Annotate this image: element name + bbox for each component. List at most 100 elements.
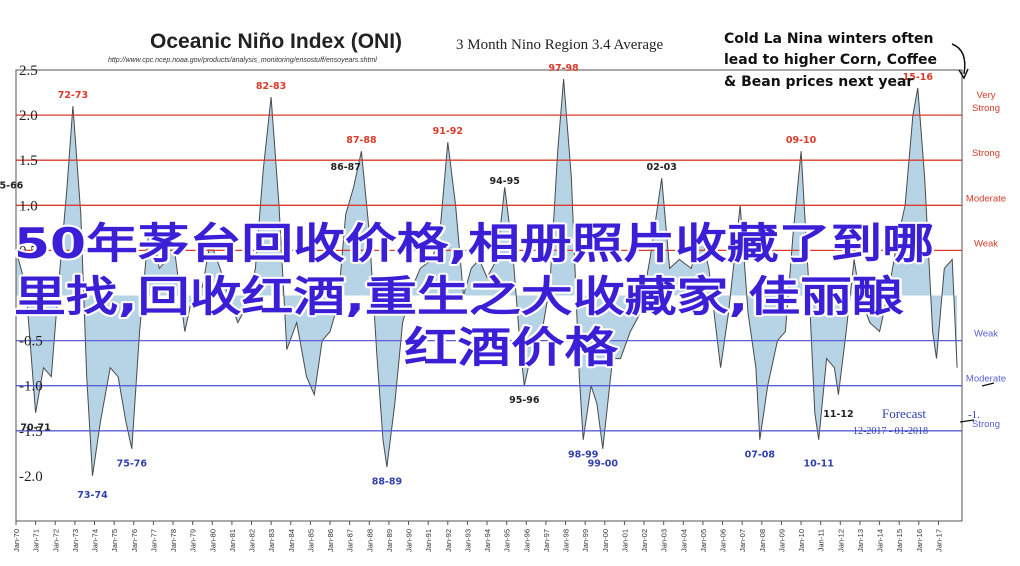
x-tick-label: Jan-76 (130, 529, 139, 552)
x-axis-ticks: Jan-70 Jan-71 Jan-72 Jan-73 Jan-74 Jan-75 Jan-… (12, 521, 943, 552)
x-tick-label: Jan-17 (934, 529, 943, 552)
x-tick-label: Jan-86 (326, 529, 335, 552)
threshold-label: Weak (974, 329, 998, 340)
el-nino-label: 86-87 (331, 162, 361, 173)
x-tick-label: Jan-85 (306, 529, 315, 552)
x-tick-label: Jan-78 (169, 529, 178, 552)
la-nina-label: 88-89 (372, 476, 402, 487)
la-nina-label: 73-74 (77, 490, 108, 501)
la-nina-label: 07-08 (745, 449, 776, 460)
source-url: http://www.cpc.ncep.noaa.gov/products/an… (108, 57, 377, 64)
forecast-annotation: Forecast 12-2017 - 01-2018 -1. (853, 382, 995, 437)
x-tick-label: Jan-94 (483, 529, 492, 552)
x-tick-label: Jan-81 (228, 529, 237, 552)
x-tick-label: Jan-88 (365, 529, 374, 552)
y-tick-label: -0.5 (19, 334, 43, 350)
x-tick-label: Jan-04 (679, 529, 688, 552)
y-tick-label: 1.0 (19, 198, 38, 214)
x-tick-label: Jan-70 (12, 529, 21, 552)
x-tick-label: Jan-00 (601, 529, 610, 552)
chart-subtitle: 3 Month Nino Region 3.4 Average (456, 37, 664, 53)
x-tick-label: Jan-91 (424, 529, 433, 552)
x-tick-label: Jan-96 (522, 529, 531, 552)
el-nino-label: 91-92 (433, 126, 463, 137)
x-tick-label: Jan-12 (836, 529, 845, 552)
forecast-range: 12-2017 - 01-2018 (853, 426, 928, 437)
y-tick-label: 0.5 (19, 243, 38, 259)
x-tick-label: Jan-16 (915, 529, 924, 552)
x-tick-label: Jan-95 (503, 529, 512, 552)
overlay-line-1: 50年茅台回收价格,相册照片收藏了到哪 (14, 219, 934, 268)
x-tick-label: Jan-06 (719, 529, 728, 552)
x-tick-label: Jan-93 (463, 529, 472, 552)
oni-area-layer (15, 78, 958, 476)
top-right-annotation: Cold La Nina winters often lead to highe… (724, 31, 969, 90)
la-nina-label: 70-71 (20, 422, 50, 433)
threshold-label: Strong (972, 148, 1000, 159)
plot-frame (15, 69, 963, 522)
x-tick-label: Jan-97 (542, 529, 551, 552)
x-tick-label: Jan-08 (758, 529, 767, 552)
overlay-line-3: 红酒价格 (404, 323, 619, 372)
el-nino-label: 87-88 (346, 135, 377, 146)
x-tick-label: Jan-89 (385, 529, 394, 552)
x-tick-label: Jan-05 (699, 529, 708, 552)
annotation-line-2: lead to higher Corn, Coffee (724, 52, 937, 68)
x-tick-label: Jan-77 (149, 529, 158, 552)
annotation-line-3: & Bean prices next year (724, 74, 913, 90)
threshold-label: Moderate (966, 193, 1006, 204)
x-tick-label: Jan-80 (208, 529, 217, 552)
x-tick-label: Jan-14 (876, 529, 885, 552)
threshold-lines: Very Strong Strong Moderate Weak Weak Moderate… (16, 90, 1006, 432)
x-tick-label: Jan-84 (287, 529, 296, 552)
x-tick-label: Jan-92 (444, 529, 453, 552)
x-tick-label: Jan-10 (797, 529, 806, 552)
threshold-label: Strong (972, 419, 1000, 430)
el-nino-label: 15-16 (903, 72, 934, 83)
plot-border (15, 69, 963, 522)
forecast-arrow-upper (981, 382, 995, 387)
el-nino-label: 97-98 (548, 63, 579, 74)
x-tick-label: Jan-74 (91, 529, 100, 552)
chart-title: Oceanic Niño Index (ONI) (150, 30, 402, 53)
x-tick-label: Jan-82 (248, 529, 257, 552)
el-nino-label: 65-66 (0, 180, 24, 191)
x-tick-label: Jan-73 (71, 529, 80, 552)
x-tick-label: Jan-79 (189, 529, 198, 552)
overlay-line-2: 里找,回收红酒,重生之大收藏家,佳丽酿 (14, 272, 904, 321)
x-tick-label: Jan-87 (346, 529, 355, 552)
overlay-caption: 50年茅台回收价格,相册照片收藏了到哪 里找,回收红酒,重生之大收藏家,佳丽酿 … (12, 217, 936, 374)
x-tick-label: Jan-71 (32, 529, 41, 552)
x-tick-label: Jan-99 (581, 529, 590, 552)
y-tick-label: -1.5 (19, 424, 43, 440)
la-nina-label: 75-76 (117, 458, 148, 469)
forecast-value: -1. (968, 409, 980, 421)
y-tick-label: 2.0 (19, 108, 38, 124)
y-tick-label: 0.0 (19, 289, 38, 305)
threshold-label: Very (976, 90, 995, 101)
y-tick-label: -2.0 (19, 469, 43, 485)
la-nina-label: 11-12 (823, 409, 853, 420)
el-nino-label: 82-83 (256, 81, 286, 92)
x-tick-label: Jan-07 (738, 529, 747, 552)
threshold-label: Moderate (966, 374, 1006, 385)
la-nina-label: 98-99 (568, 449, 598, 460)
x-tick-label: Jan-72 (51, 529, 60, 552)
x-tick-label: Jan-02 (640, 529, 649, 552)
la-nina-label: 99-00 (588, 458, 619, 469)
forecast-title: Forecast (882, 406, 926, 421)
event-labels: 72-73 82-83 87-88 91-92 97-98 09-10 15-16 86-87… (0, 63, 933, 501)
x-tick-label: Jan-11 (817, 529, 826, 551)
annotation-line-1: Cold La Nina winters often (724, 31, 934, 47)
chart-header: Oceanic Niño Index (ONI) 3 Month Nino Re… (108, 30, 664, 64)
el-nino-label: 94-95 (490, 176, 520, 187)
x-tick-label: Jan-75 (110, 529, 119, 552)
x-tick-label: Jan-83 (267, 529, 276, 552)
x-tick-label: Jan-01 (620, 529, 629, 552)
y-tick-label: 1.5 (19, 153, 38, 169)
x-tick-label: Jan-13 (856, 529, 865, 552)
threshold-label: Weak (974, 238, 998, 249)
oni-series-line (15, 78, 958, 476)
el-nino-label: 72-73 (58, 90, 88, 101)
